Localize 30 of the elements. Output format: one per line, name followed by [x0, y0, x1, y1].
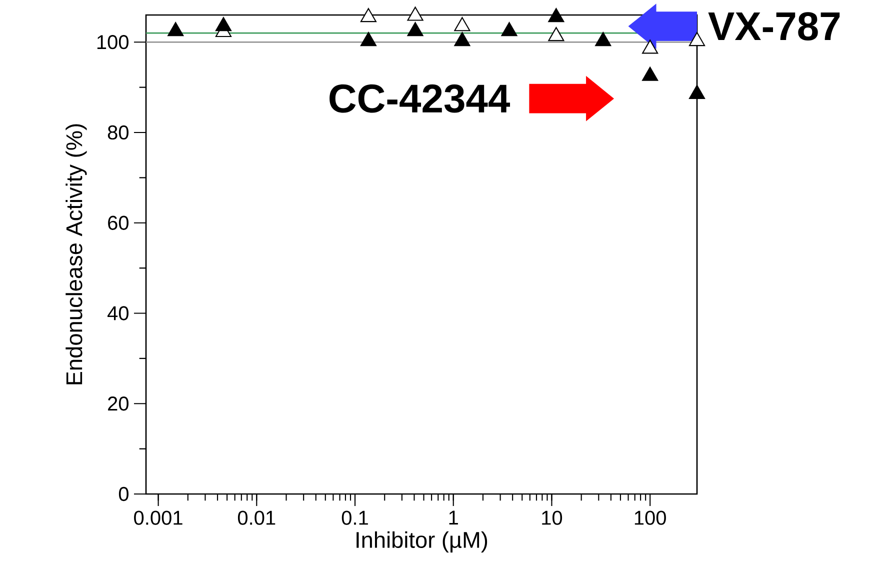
point — [501, 22, 518, 36]
point — [407, 22, 424, 36]
y-tick-label: 100 — [97, 35, 128, 50]
point — [360, 8, 376, 22]
y-tick-label: 80 — [108, 125, 128, 140]
series-label: VX-787 — [708, 12, 840, 40]
point — [642, 40, 658, 54]
point — [454, 17, 470, 32]
point — [360, 32, 376, 46]
y-tick-label: 60 — [108, 216, 128, 230]
y-axis-title: Endonuclease Activity (%) — [66, 124, 87, 384]
x-tick-label: 10 — [542, 510, 562, 525]
series-label: CC-42344 — [330, 84, 510, 113]
point — [595, 32, 612, 46]
x-tick-label: 0.1 — [342, 510, 368, 525]
x-axis-title: Inhibitor (µM) — [356, 531, 488, 552]
point — [548, 27, 564, 42]
point — [642, 66, 658, 81]
point — [688, 32, 706, 46]
point — [688, 84, 706, 99]
x-tick-label: 0.001 — [134, 510, 182, 525]
point — [407, 6, 424, 21]
point — [454, 32, 470, 46]
y-tick-label: 40 — [108, 306, 128, 320]
x-tick-label: 0.01 — [238, 510, 276, 525]
y-tick-label: 20 — [108, 396, 128, 411]
point — [548, 8, 564, 22]
x-tick-label: 1 — [449, 510, 458, 524]
y-tick-label: 0 — [118, 486, 128, 502]
x-tick-label: 100 — [634, 510, 666, 525]
